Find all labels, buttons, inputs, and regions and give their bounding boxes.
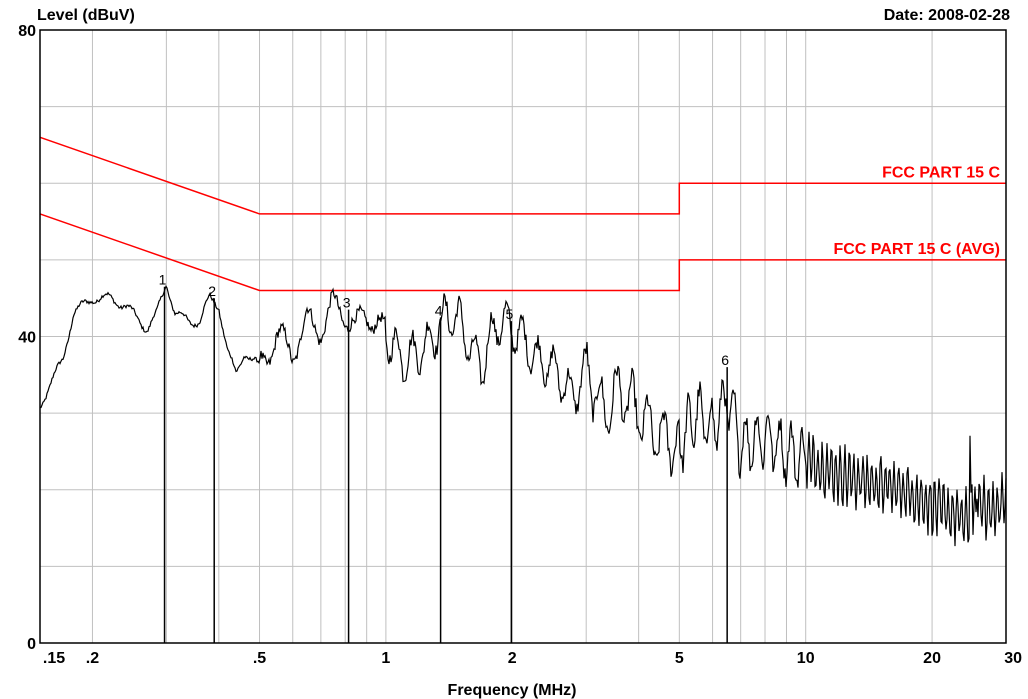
marker-label-2: 2 — [208, 283, 216, 299]
x-tick-label: 2 — [508, 650, 517, 667]
y-ticks: 0 40 80 — [18, 23, 36, 653]
marker-label-1: 1 — [159, 272, 167, 288]
y-tick-label: 40 — [18, 330, 36, 347]
x-tick-label: 5 — [675, 650, 684, 667]
x-tick-label: .2 — [86, 650, 99, 667]
x-tick-label: 30 — [1004, 650, 1022, 667]
limit-label-2: FCC PART 15 C (AVG) — [833, 241, 1000, 258]
x-tick-label: .5 — [253, 650, 266, 667]
date-label: Date: 2008-02-28 — [884, 7, 1010, 24]
x-tick-label: 10 — [797, 650, 815, 667]
markers: 123 4 56 — [159, 272, 729, 643]
trace — [39, 285, 1007, 547]
marker-label-3: 3 — [343, 295, 351, 311]
x-ticks: .15 .2 .5 1 2 5 10 20 30 — [43, 650, 1022, 667]
limit-label-1: FCC PART 15 C — [882, 164, 1000, 181]
limit-lines: FCC PART 15 C FCC PART 15 C (AVG) — [39, 136, 1006, 292]
marker-label-6: 6 — [721, 352, 729, 368]
plot-frame — [39, 29, 1007, 644]
y-axis-title: Level (dBuV) — [37, 7, 135, 24]
marker-label-4: 4 — [435, 302, 443, 318]
x-tick-label: 20 — [923, 650, 941, 667]
x-tick-label: .15 — [43, 650, 65, 667]
y-tick-label: 0 — [27, 636, 36, 653]
trace-line — [39, 285, 1007, 547]
y-tick-label: 80 — [18, 23, 36, 40]
x-tick-label: 1 — [381, 650, 390, 667]
limit-line-1 — [39, 136, 1006, 215]
limit-line-2 — [39, 213, 1006, 292]
x-axis-title: Frequency (MHz) — [448, 682, 577, 699]
